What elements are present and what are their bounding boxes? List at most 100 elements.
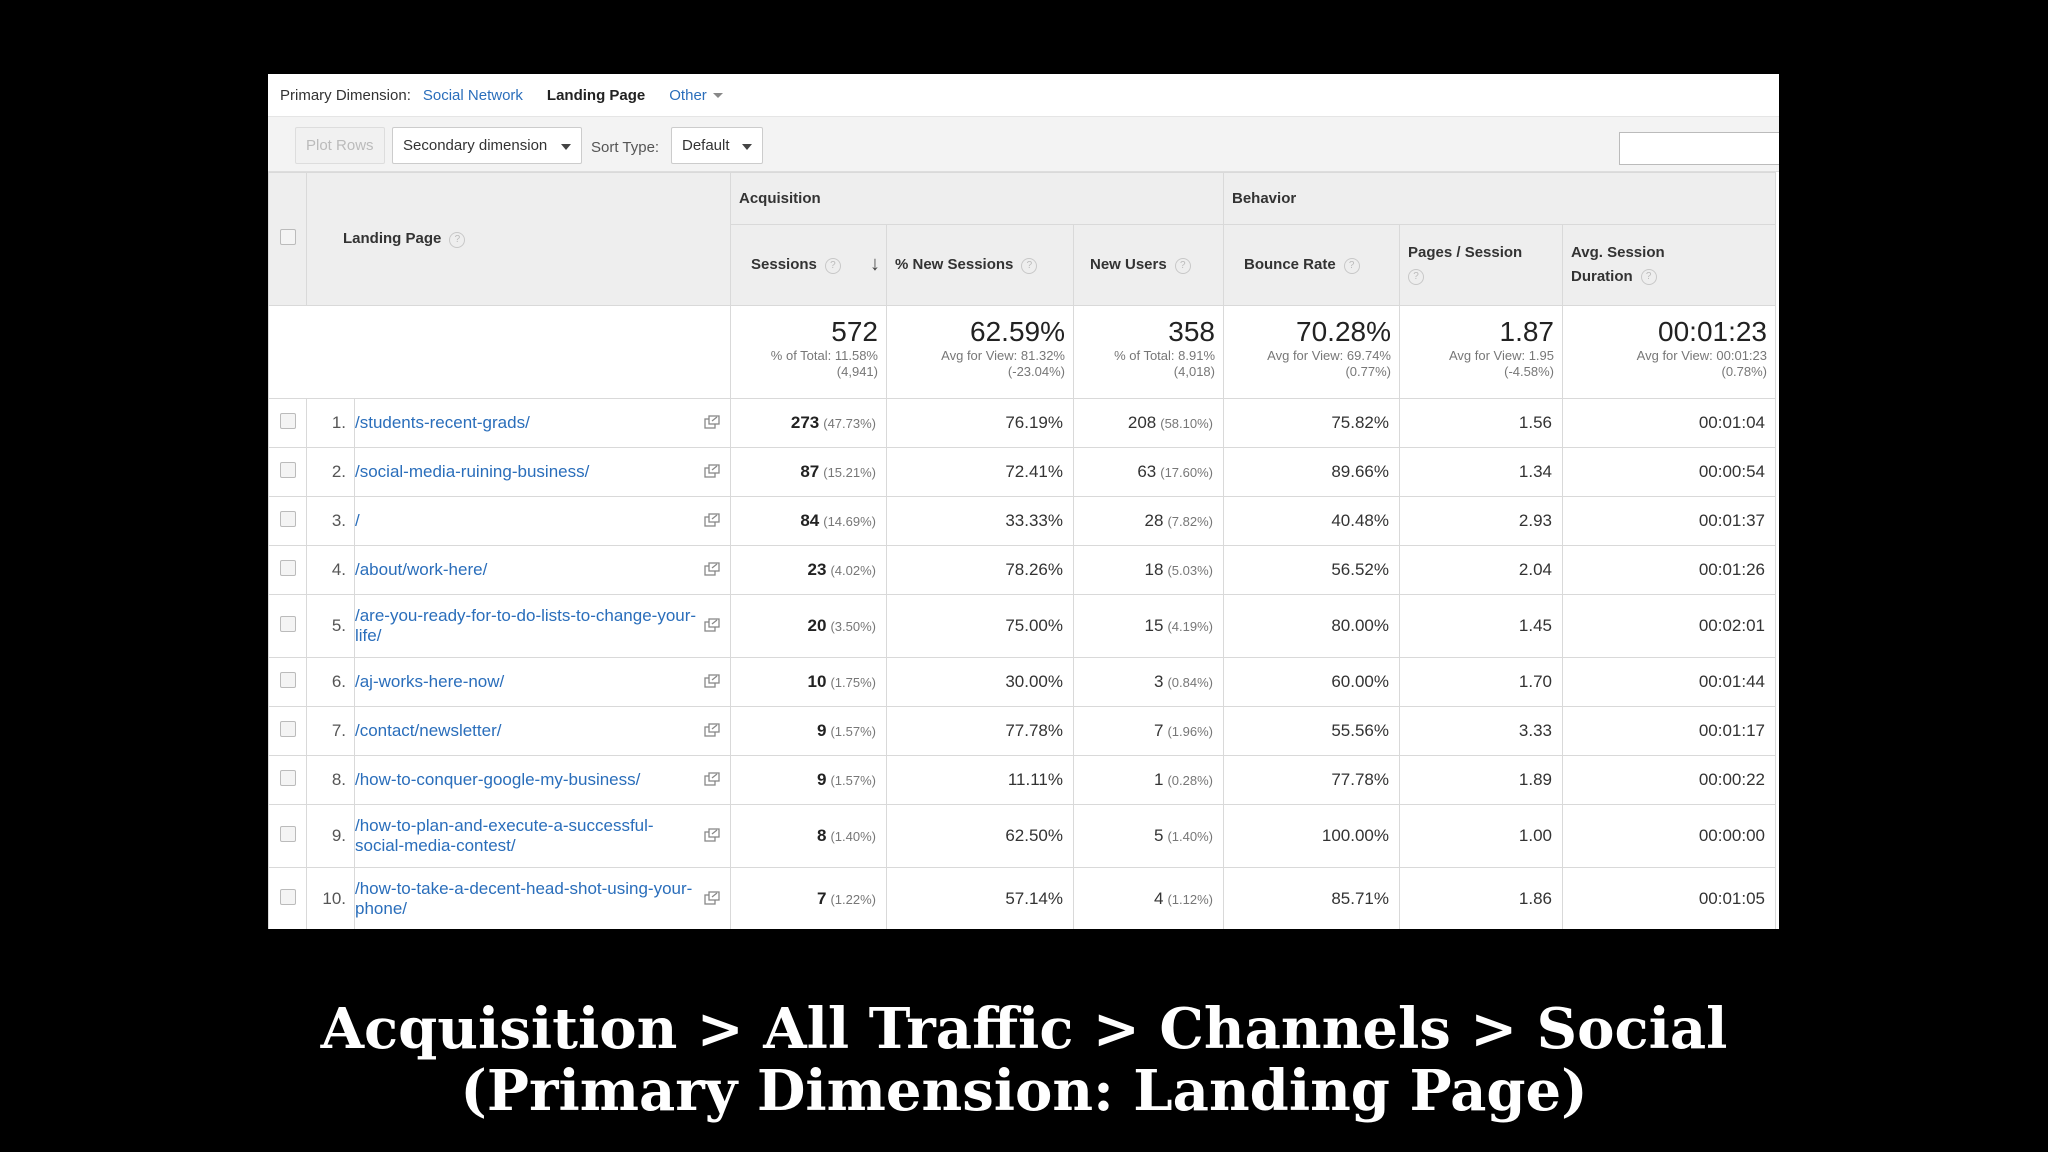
help-icon[interactable]: ?	[1343, 257, 1360, 274]
table-search-input[interactable]	[1619, 132, 1779, 165]
total-sub: (4,018)	[1173, 364, 1215, 379]
row-number: 3.	[306, 496, 355, 546]
landing-page-cell: /contact/newsletter/	[354, 706, 731, 756]
row-checkbox[interactable]	[279, 825, 296, 842]
avg-duration-cell: 00:00:54	[1561, 447, 1777, 497]
select-all-checkbox[interactable]	[279, 229, 296, 245]
new-sessions-cell: 33.33%	[886, 496, 1074, 546]
row-number: 2.	[306, 447, 355, 497]
help-icon[interactable]: ?	[1408, 269, 1424, 286]
row-checkbox[interactable]	[279, 769, 296, 786]
landing-page-link[interactable]: /how-to-take-a-decent-head-shot-using-yo…	[355, 879, 693, 918]
header-new-sessions[interactable]: % New Sessions?	[886, 224, 1074, 306]
landing-page-link[interactable]: /contact/newsletter/	[355, 721, 502, 740]
new-users-value: 4	[1154, 889, 1164, 908]
help-icon[interactable]: ?	[449, 231, 466, 248]
dimension-other[interactable]: Other	[669, 87, 723, 104]
landing-page-cell: /	[354, 496, 731, 546]
pages-session-cell: 2.04	[1399, 545, 1563, 595]
total-sub: Avg for View: 1.95	[1448, 348, 1554, 363]
dimension-social-network[interactable]: Social Network	[422, 86, 523, 104]
new-users-cell: 18 (5.03%)	[1073, 545, 1224, 595]
table-row: 1./students-recent-grads/273 (47.73%) 76.1…	[268, 398, 1777, 448]
row-checkbox[interactable]	[279, 671, 296, 688]
sessions-pct: (47.73%)	[823, 416, 876, 431]
sessions-value: 7	[817, 889, 827, 908]
landing-page-cell: /social-media-ruining-business/	[354, 447, 731, 497]
row-checkbox[interactable]	[279, 412, 296, 429]
total-value: 62.59%	[970, 316, 1065, 347]
help-icon[interactable]: ?	[1021, 257, 1038, 274]
sessions-cell: 7 (1.22%)	[730, 867, 887, 929]
open-page-icon[interactable]	[704, 828, 720, 842]
secondary-dimension-dropdown[interactable]: Secondary dimension	[392, 127, 582, 164]
new-sessions-cell: 72.41%	[886, 447, 1074, 497]
landing-page-link[interactable]: /students-recent-grads/	[355, 413, 530, 432]
new-users-cell: 28 (7.82%)	[1073, 496, 1224, 546]
table-row: 9./how-to-plan-and-execute-a-successful-…	[268, 804, 1777, 868]
row-checkbox[interactable]	[279, 510, 296, 527]
row-number: 10.	[306, 867, 355, 929]
row-select-cell	[268, 867, 307, 929]
new-sessions-cell: 77.78%	[886, 706, 1074, 756]
table-row: 8./how-to-conquer-google-my-business/9 (1…	[268, 755, 1777, 805]
row-select-cell	[268, 447, 307, 497]
open-page-icon[interactable]	[704, 674, 720, 688]
header-bounce-rate[interactable]: Bounce Rate?	[1223, 224, 1400, 306]
header-new-users[interactable]: New Users?	[1073, 224, 1224, 306]
slide-caption: Acquisition > All Traffic > Channels > S…	[0, 998, 2048, 1122]
avg-duration-cell: 00:00:00	[1561, 804, 1777, 868]
open-page-icon[interactable]	[704, 891, 720, 905]
landing-page-link[interactable]: /	[355, 511, 360, 530]
dimension-landing-page[interactable]: Landing Page	[546, 86, 646, 104]
header-landing-page[interactable]: Landing Page?	[306, 172, 731, 306]
header-avg-duration-line1: Avg. Session	[1571, 244, 1665, 261]
sort-descending-icon: ↓	[870, 253, 880, 275]
open-page-icon[interactable]	[704, 415, 720, 429]
bounce-rate-cell: 75.82%	[1223, 398, 1400, 448]
help-icon[interactable]: ?	[824, 257, 841, 274]
open-page-icon[interactable]	[704, 562, 720, 576]
chevron-down-icon	[561, 144, 571, 150]
header-avg-session-duration[interactable]: Avg. Session Duration?	[1561, 224, 1777, 306]
help-icon[interactable]: ?	[1174, 257, 1191, 274]
row-select-cell	[268, 657, 307, 707]
sessions-value: 8	[817, 826, 827, 845]
new-users-cell: 63 (17.60%)	[1073, 447, 1224, 497]
open-page-icon[interactable]	[704, 513, 720, 527]
sessions-pct: (4.02%)	[830, 563, 876, 578]
row-checkbox[interactable]	[279, 615, 296, 632]
total-sub: (-4.58%)	[1504, 364, 1554, 379]
sort-type-dropdown[interactable]: Default	[671, 127, 763, 164]
new-users-pct: (58.10%)	[1160, 416, 1213, 431]
landing-page-link[interactable]: /are-you-ready-for-to-do-lists-to-change…	[355, 606, 697, 645]
landing-page-link[interactable]: /social-media-ruining-business/	[355, 462, 590, 481]
landing-page-link[interactable]: /how-to-conquer-google-my-business/	[355, 770, 641, 789]
row-checkbox[interactable]	[279, 888, 296, 905]
new-sessions-cell: 11.11%	[886, 755, 1074, 805]
row-checkbox[interactable]	[279, 720, 296, 737]
bounce-rate-cell: 85.71%	[1223, 867, 1400, 929]
help-icon[interactable]: ?	[1640, 269, 1657, 286]
open-page-icon[interactable]	[704, 723, 720, 737]
bounce-rate-cell: 80.00%	[1223, 594, 1400, 658]
row-checkbox[interactable]	[279, 461, 296, 478]
new-users-value: 7	[1154, 721, 1164, 740]
header-sessions[interactable]: Sessions? ↓	[730, 224, 887, 306]
header-pages-session[interactable]: Pages / Session?	[1399, 224, 1563, 306]
new-users-pct: (17.60%)	[1160, 465, 1213, 480]
open-page-icon[interactable]	[704, 464, 720, 478]
open-page-icon[interactable]	[704, 618, 720, 632]
landing-page-link[interactable]: /aj-works-here-now/	[355, 672, 505, 691]
open-page-icon[interactable]	[704, 772, 720, 786]
plot-rows-button[interactable]: Plot Rows	[295, 127, 385, 164]
landing-page-link[interactable]: /how-to-plan-and-execute-a-successful-so…	[355, 816, 654, 855]
row-select-cell	[268, 496, 307, 546]
landing-page-link[interactable]: /about/work-here/	[355, 560, 488, 579]
sessions-value: 23	[807, 560, 827, 579]
row-checkbox[interactable]	[279, 559, 296, 576]
bounce-rate-cell: 77.78%	[1223, 755, 1400, 805]
total-value: 572	[831, 316, 878, 347]
total-sub: Avg for View: 81.32%	[941, 348, 1065, 363]
header-bounce-rate-label: Bounce Rate	[1244, 256, 1336, 274]
